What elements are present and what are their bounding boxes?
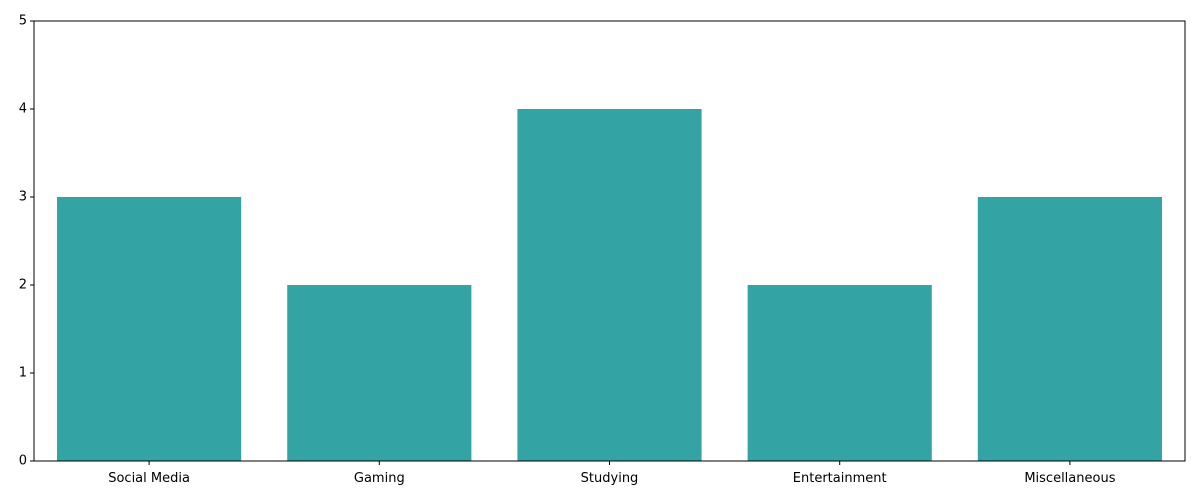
bar [57,197,242,461]
x-tick-label: Entertainment [793,471,887,486]
bar [747,285,932,461]
bar [517,109,702,461]
x-tick-label: Miscellaneous [1024,471,1115,486]
x-tick-label: Studying [581,471,639,486]
y-tick-label: 4 [19,102,27,117]
bars-layer [57,109,1162,461]
y-tick-label: 0 [19,454,27,469]
y-tick-label: 1 [19,366,27,381]
y-tick-label: 5 [19,14,27,29]
y-tick-label: 2 [19,278,27,293]
x-tick-label: Gaming [354,471,405,486]
y-tick-label: 3 [19,190,27,205]
bar [977,197,1162,461]
ticks-layer: 0 1 2 3 4 5 Social Media Gaming Studying Entertai… [19,14,1116,487]
bar [287,285,472,461]
x-tick-label: Social Media [108,471,190,486]
